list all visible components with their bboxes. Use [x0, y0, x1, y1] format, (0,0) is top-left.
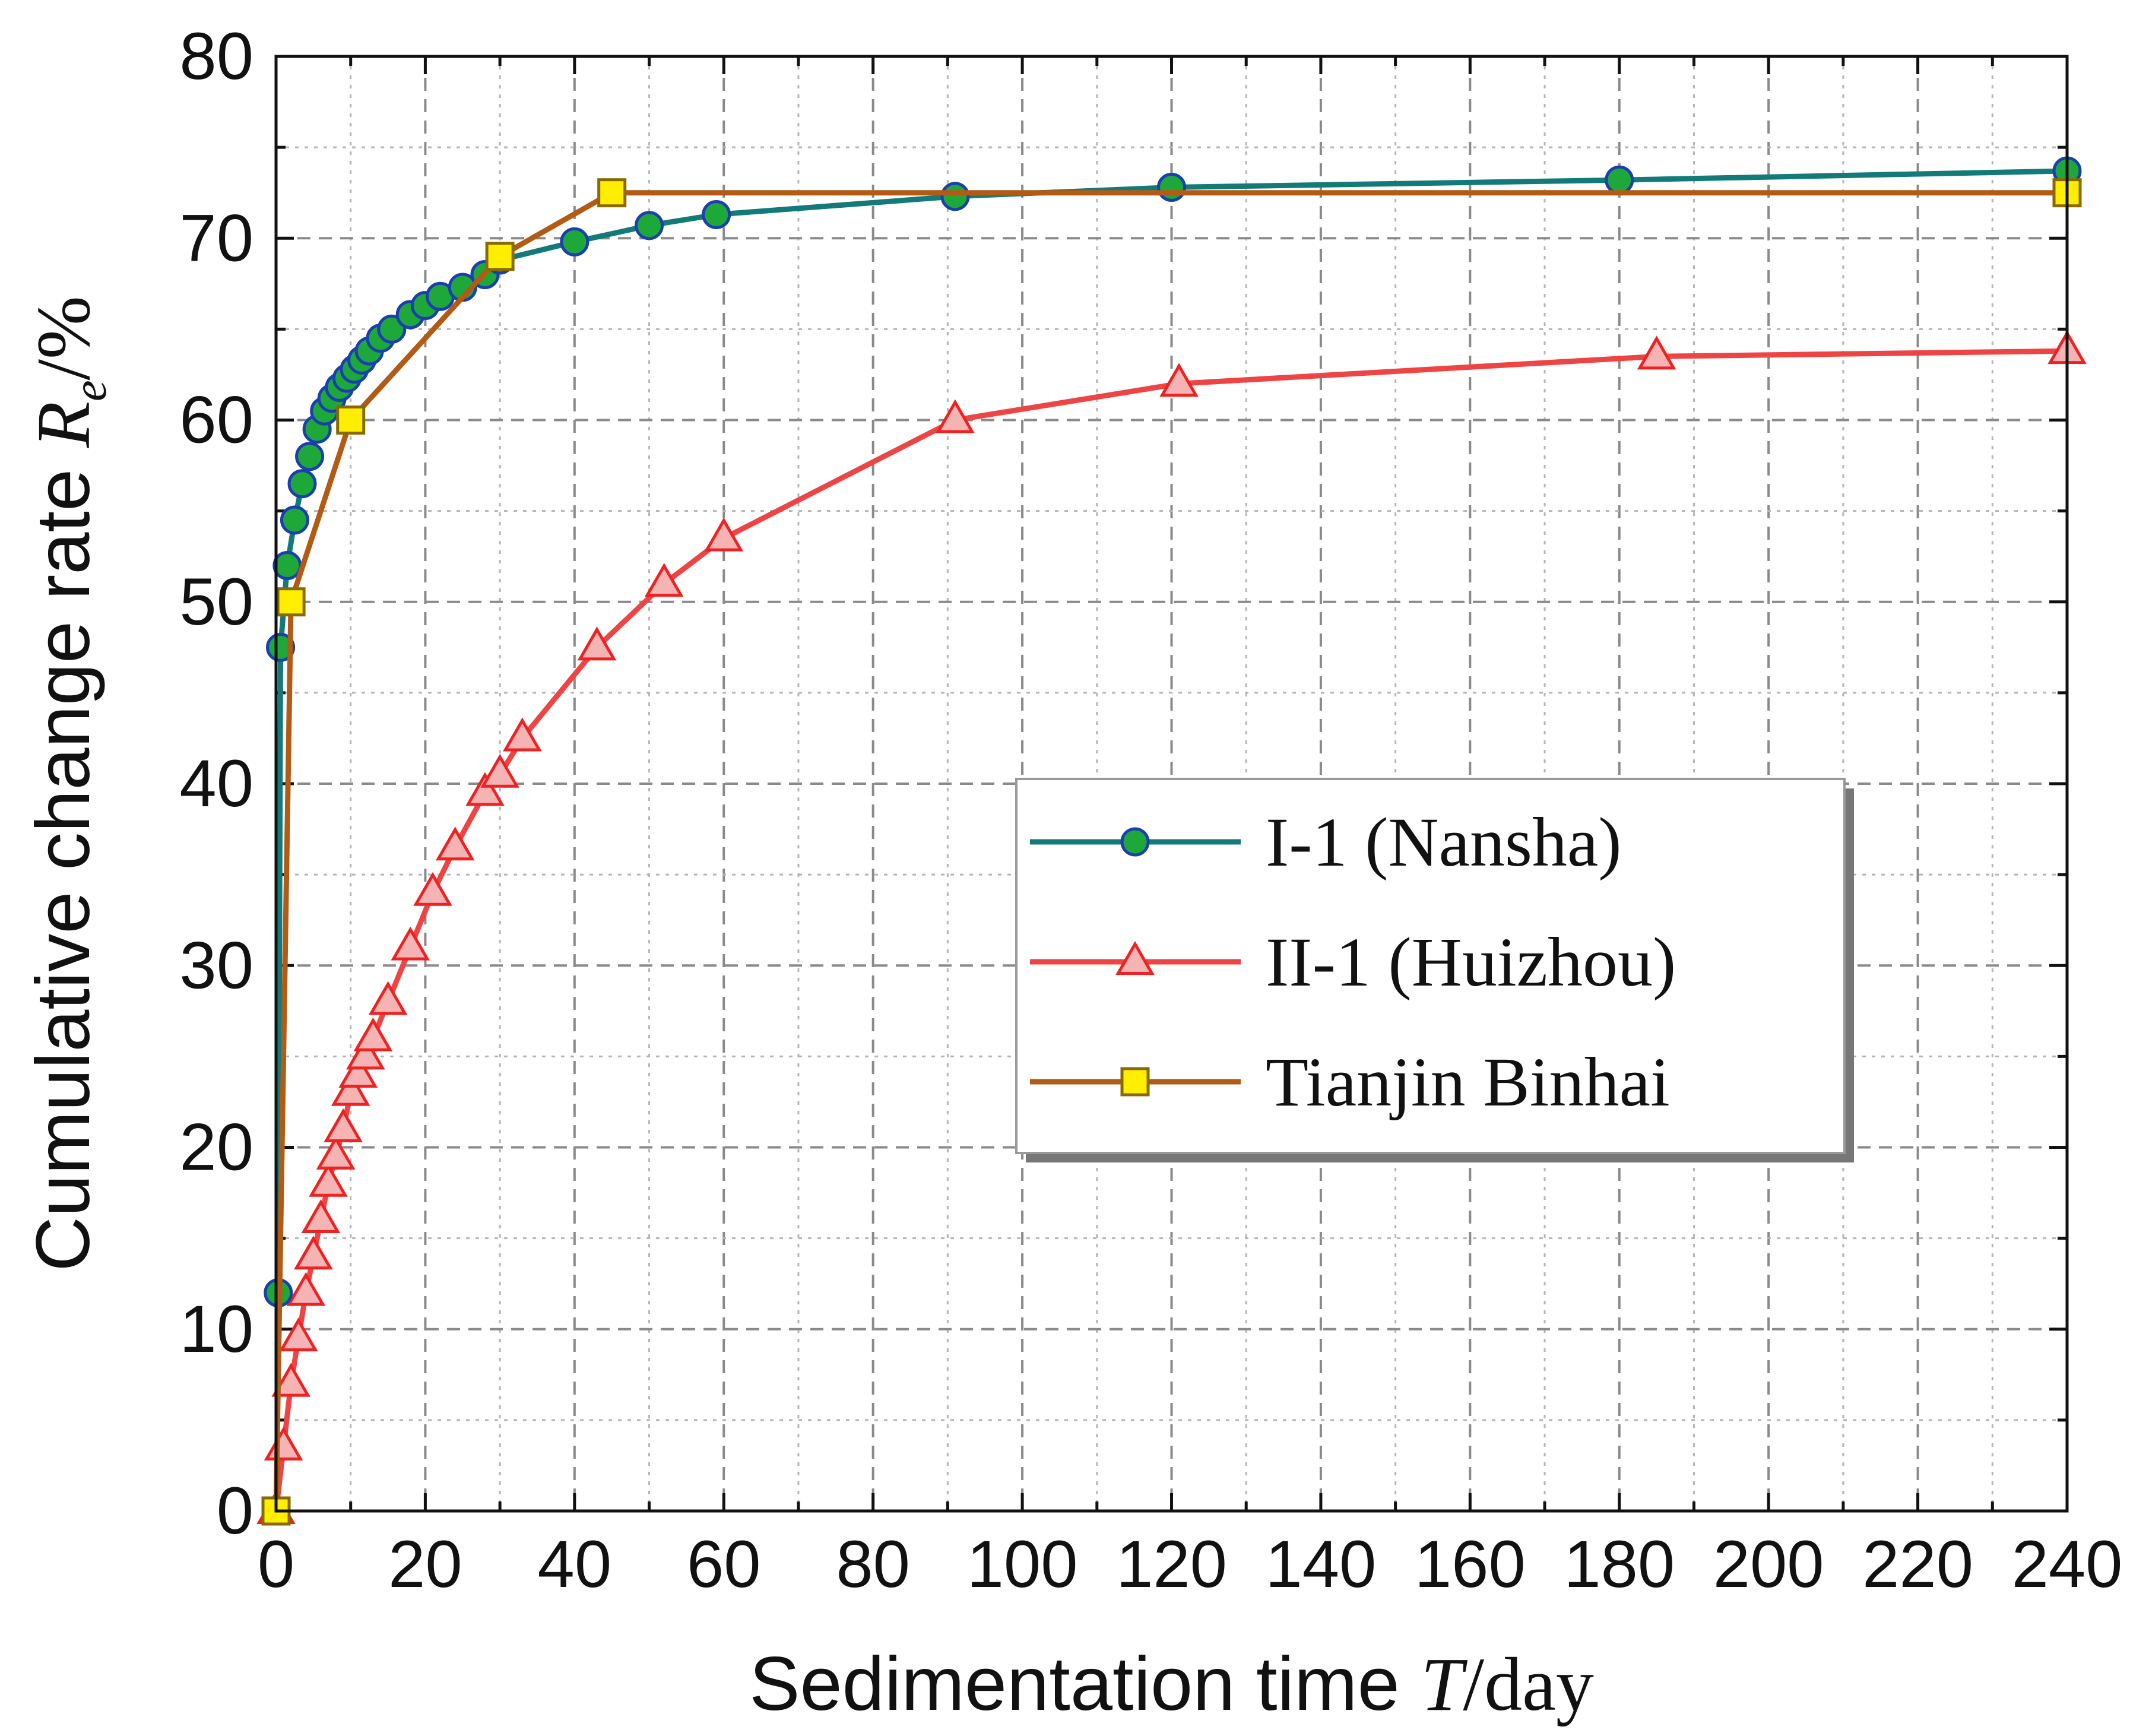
- data-point: [1605, 165, 1634, 195]
- x-tick-label: 180: [1564, 1527, 1675, 1601]
- data-point: [940, 182, 970, 211]
- data-point: [936, 399, 975, 433]
- x-tick-label: 240: [2012, 1527, 2123, 1601]
- data-point: [336, 406, 366, 435]
- legend-box: [1015, 778, 1846, 1154]
- data-point: [280, 505, 309, 535]
- series-line: [273, 348, 2068, 1512]
- data-point: [435, 826, 475, 861]
- data-point: [485, 242, 515, 271]
- x-tick-label: 140: [1265, 1527, 1376, 1601]
- data-point: [338, 1053, 378, 1088]
- y-tick-label: 20: [179, 1110, 253, 1184]
- data-point: [597, 178, 627, 208]
- data-point: [503, 717, 542, 752]
- data-point: [635, 211, 664, 240]
- x-tick-label: 100: [967, 1527, 1078, 1601]
- x-axis-title: Sedimentation time T/day: [749, 1642, 1594, 1727]
- data-point: [644, 563, 684, 597]
- y-tick-label: 10: [179, 1292, 253, 1366]
- legend: I-1 (Nansha) II-1 (Huizhou) Tianjin Binhai: [1015, 778, 1854, 1162]
- data-point: [1157, 173, 1186, 202]
- x-tick-label: 80: [836, 1527, 910, 1601]
- legend-marker: [1115, 940, 1155, 975]
- y-tick-label: 50: [179, 565, 253, 639]
- x-tick-label: 40: [538, 1527, 612, 1601]
- data-point: [391, 926, 430, 961]
- legend-label: II-1 (Huizhou): [1266, 923, 1676, 1001]
- x-tick-label: 60: [687, 1527, 761, 1601]
- data-point: [480, 753, 519, 788]
- data-point: [324, 1108, 363, 1142]
- data-point: [704, 517, 744, 552]
- legend-label: Tianjin Binhai: [1266, 1043, 1670, 1121]
- data-point: [1159, 363, 1199, 397]
- tick-labels: 0 20 40 60 80 100 120 140 160 180 200 220 240 0 10 20 30…: [179, 19, 2122, 1601]
- x-tick-label: 200: [1713, 1527, 1824, 1601]
- legend-label: I-1 (Nansha): [1266, 803, 1622, 881]
- data-point: [353, 1017, 393, 1051]
- data-point: [413, 872, 452, 906]
- data-point: [287, 469, 317, 499]
- data-point: [331, 1072, 370, 1106]
- data-point: [577, 626, 617, 661]
- data-point: [271, 1363, 310, 1397]
- legend-marker: [1120, 1067, 1150, 1097]
- data-point: [278, 1317, 318, 1352]
- data-point: [286, 1272, 326, 1306]
- x-tick-label: 0: [258, 1527, 294, 1601]
- data-point: [272, 551, 302, 580]
- data-point: [295, 442, 325, 471]
- series-layer: [256, 156, 2087, 1526]
- data-point: [276, 587, 306, 617]
- data-point: [368, 981, 408, 1015]
- series-square: [261, 178, 2082, 1526]
- data-point: [309, 1162, 348, 1197]
- y-tick-label: 70: [179, 201, 253, 275]
- data-point: [264, 1426, 303, 1461]
- data-point: [316, 1135, 356, 1170]
- data-point: [465, 772, 505, 806]
- y-tick-label: 40: [179, 746, 253, 821]
- y-tick-label: 30: [179, 928, 253, 1002]
- series-triangle: [256, 330, 2087, 1524]
- x-tick-label: 20: [388, 1527, 462, 1601]
- x-tick-label: 160: [1415, 1527, 1526, 1601]
- series-line: [273, 190, 2067, 1512]
- y-tick-label: 60: [179, 383, 253, 457]
- y-tick-label: 0: [217, 1474, 253, 1548]
- data-point: [266, 632, 296, 662]
- x-tick-label: 120: [1116, 1527, 1227, 1601]
- y-tick-label: 80: [179, 19, 253, 93]
- x-tick-label: 220: [1862, 1527, 1973, 1601]
- data-point: [702, 199, 731, 229]
- data-point: [301, 1199, 341, 1233]
- data-point: [294, 1236, 333, 1270]
- plot-frame: [274, 55, 2069, 1513]
- data-point: [1637, 335, 1676, 370]
- legend-marker: [1120, 827, 1150, 857]
- data-point: [560, 227, 589, 256]
- y-axis-title: Cumulative change rate Re/%: [21, 296, 116, 1271]
- data-point: [346, 1035, 385, 1070]
